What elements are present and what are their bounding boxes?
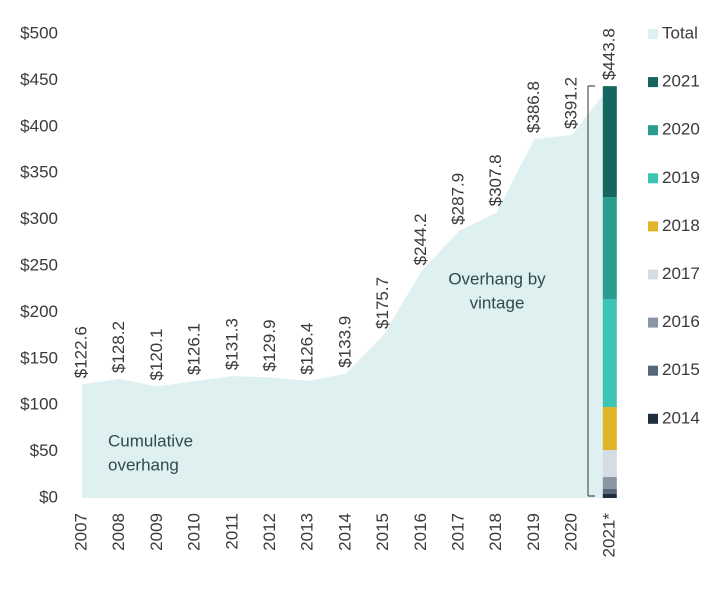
annotation: vintage	[470, 293, 525, 312]
x-tick-label: 2020	[562, 513, 581, 551]
x-tick-label: 2009	[147, 513, 166, 551]
legend-label: 2018	[662, 216, 700, 235]
legend-swatch	[648, 269, 658, 280]
y-tick-label: $400	[20, 116, 58, 135]
value-label: $307.8	[486, 154, 505, 206]
x-tick-label: 2017	[448, 513, 467, 551]
x-tick-label: 2014	[335, 513, 354, 551]
stack-segment	[602, 488, 617, 495]
legend-swatch	[648, 365, 658, 376]
value-label: $129.9	[260, 319, 279, 371]
x-tick-label: 2007	[71, 513, 90, 551]
y-tick-label: $300	[20, 209, 58, 228]
legend-swatch	[648, 221, 658, 232]
value-label: $120.1	[147, 329, 166, 381]
value-label: $175.7	[373, 277, 392, 329]
x-tick-label: 2008	[109, 513, 128, 551]
y-tick-label: $0	[39, 487, 58, 506]
y-tick-label: $350	[20, 163, 58, 182]
y-tick-label: $150	[20, 348, 58, 367]
y-tick-label: $200	[20, 302, 58, 321]
legend-label: 2014	[662, 408, 700, 427]
x-tick-label: 2012	[260, 513, 279, 551]
legend-swatch	[648, 317, 658, 328]
x-tick-label: 2013	[298, 513, 317, 551]
stack-segment	[602, 477, 617, 489]
value-label: $133.9	[335, 316, 354, 368]
legend-label: 2017	[662, 264, 700, 283]
y-tick-label: $450	[20, 70, 58, 89]
stack-segment	[602, 197, 617, 300]
legend-swatch	[648, 413, 658, 424]
stack-segment	[602, 299, 617, 408]
stack-segment	[602, 407, 617, 451]
value-label: $391.2	[562, 77, 581, 129]
x-tick-label: 2015	[373, 513, 392, 551]
value-label: $386.8	[524, 81, 543, 133]
value-label: $122.6	[71, 326, 90, 378]
y-tick-label: $50	[30, 441, 58, 460]
value-label: $126.1	[185, 323, 204, 375]
value-label: $287.9	[448, 173, 467, 225]
x-tick-label: 2018	[486, 513, 505, 551]
legend-label: 2019	[662, 168, 700, 187]
legend-swatch	[648, 77, 658, 88]
x-tick-label: 2011	[222, 513, 241, 550]
annotation: overhang	[108, 455, 179, 474]
stack-segment	[602, 494, 617, 498]
y-tick-label: $250	[20, 255, 58, 274]
stack-segment	[602, 86, 617, 198]
legend-label: Total	[662, 23, 698, 42]
value-label: $126.4	[298, 323, 317, 375]
value-label: $244.2	[411, 213, 430, 265]
y-tick-label: $500	[20, 23, 58, 42]
legend-swatch	[648, 125, 658, 136]
stack-segment	[602, 450, 617, 478]
annotation: Overhang by	[448, 269, 546, 288]
x-tick-label: 2019	[524, 513, 543, 551]
area-layer	[82, 86, 610, 499]
legend-label: 2021	[662, 72, 700, 91]
x-tick-label: 2016	[411, 513, 430, 551]
annotation: Cumulative	[108, 431, 193, 450]
bracket	[587, 85, 595, 497]
value-label: $131.3	[222, 318, 241, 370]
x-tick-label: 2021*	[599, 513, 618, 558]
legend-label: 2015	[662, 360, 700, 379]
value-label: $128.2	[109, 321, 128, 373]
legend-swatch	[648, 173, 658, 184]
value-label: $443.8	[599, 28, 618, 80]
legend-swatch	[648, 29, 658, 39]
area	[82, 86, 610, 499]
y-tick-label: $100	[20, 395, 58, 414]
x-tick-label: 2010	[185, 513, 204, 551]
legend-label: 2020	[662, 120, 700, 139]
legend-label: 2016	[662, 312, 700, 331]
